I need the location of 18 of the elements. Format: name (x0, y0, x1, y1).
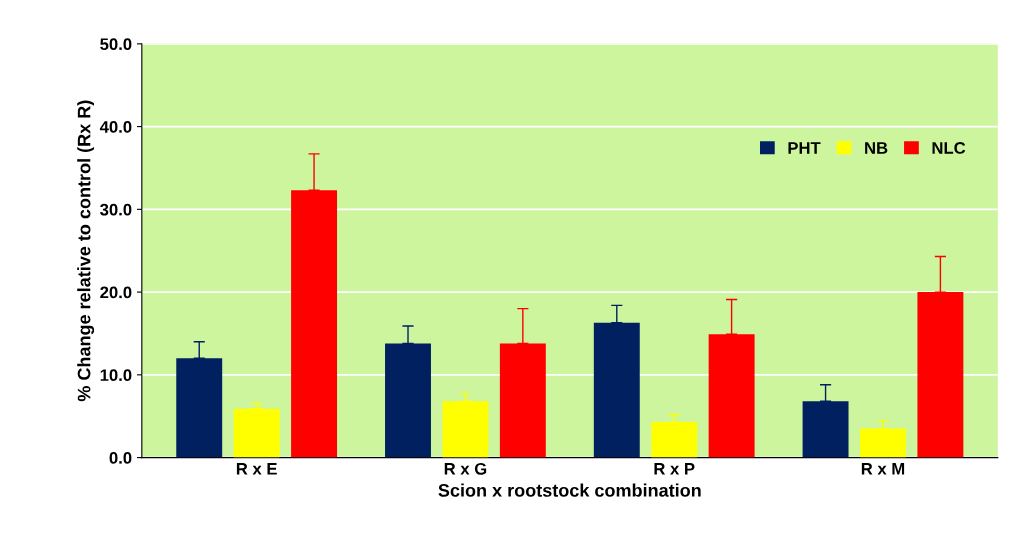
legend-label: NB (865, 142, 888, 154)
y-tick-label: 0.0 (109, 451, 132, 464)
y-tick-label: 10.0 (100, 369, 132, 382)
x-tick-label: R x G (444, 462, 487, 475)
legend-label: PHT (788, 142, 821, 154)
bar (233, 408, 280, 458)
x-tick-label: R x E (236, 463, 277, 475)
y-tick-label: 50.0 (100, 38, 132, 51)
bar (651, 422, 698, 458)
y-axis-title: % Change relative to control (Rx R) (77, 100, 95, 402)
legend-label: NLC (932, 142, 966, 154)
x-tick-label: R x M (861, 463, 905, 475)
y-tick-label: 40.0 (99, 120, 132, 133)
y-tick-label: 20.0 (100, 286, 132, 299)
x-tick-label: R x P (654, 463, 695, 475)
bar (917, 292, 964, 458)
x-axis-title: Scion x rootstock combination (438, 483, 701, 497)
y-tick-label: 30.0 (100, 203, 132, 216)
